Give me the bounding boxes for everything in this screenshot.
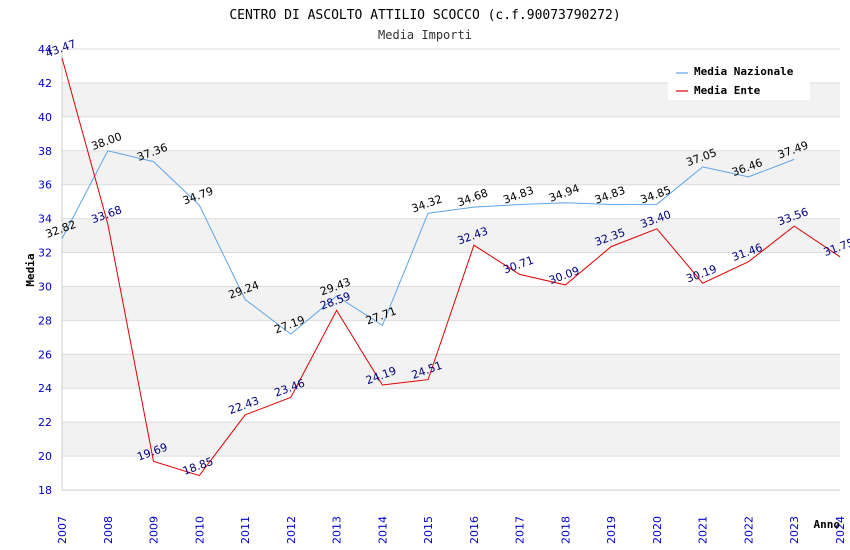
x-tick-label: 2023: [788, 516, 801, 544]
x-axis-ticks: 2007 2008 2009 2010 2011 2012 2013 2014 2015 2016…: [56, 516, 847, 544]
data-label: 30.09: [547, 264, 581, 287]
grid-bands: [62, 82, 840, 457]
x-tick-label: 2018: [559, 516, 572, 544]
series-line-0: [61, 150, 795, 335]
data-label: 34.83: [501, 184, 535, 207]
y-tick-label: 18: [38, 484, 52, 497]
x-tick-label: 2010: [193, 516, 206, 544]
data-label: 22.43: [227, 394, 261, 417]
x-tick-label: 2021: [697, 516, 710, 544]
grid-band: [62, 354, 840, 389]
y-tick-label: 24: [38, 382, 52, 395]
grid-band: [62, 218, 840, 253]
data-label: 38.00: [90, 130, 124, 153]
grid-band: [62, 150, 840, 185]
legend-label-media-nazionale: Media Nazionale: [694, 65, 794, 78]
y-tick-label: 32: [38, 247, 52, 260]
data-label: 34.85: [639, 183, 673, 206]
data-label: 34.94: [547, 182, 581, 205]
data-label: 34.68: [456, 186, 490, 209]
legend: Media Nazionale Media Ente: [668, 58, 810, 100]
x-tick-label: 2011: [239, 516, 252, 544]
chart-title: CENTRO DI ASCOLTO ATTILIO SCOCCO (c.f.90…: [229, 8, 620, 23]
grid-band: [62, 422, 840, 457]
y-tick-label: 26: [38, 348, 52, 361]
x-tick-label: 2020: [651, 516, 664, 544]
x-tick-label: 2008: [102, 516, 115, 544]
series-lines: [61, 57, 841, 477]
x-tick-label: 2017: [514, 516, 527, 544]
y-tick-label: 30: [38, 280, 52, 293]
y-tick-label: 20: [38, 450, 52, 463]
y-tick-label: 36: [38, 179, 52, 192]
data-label: 43.47: [44, 37, 78, 60]
x-tick-label: 2016: [468, 516, 481, 544]
y-tick-label: 44: [38, 43, 52, 56]
legend-label-media-ente: Media Ente: [694, 84, 761, 97]
x-axis-title: Anno: [814, 518, 841, 531]
x-tick-label: 2015: [422, 516, 435, 544]
y-axis-ticks: 18 20 22 24 26 28 30 32 34 36 38 40 42 44: [38, 43, 52, 497]
series-line-1: [61, 57, 841, 477]
grid-band: [62, 286, 840, 321]
x-tick-label: 2013: [331, 516, 344, 544]
legend-box: [668, 58, 810, 100]
y-tick-label: 34: [38, 213, 52, 226]
x-tick-label: 2014: [376, 516, 389, 544]
x-tick-label: 2024: [834, 516, 847, 544]
y-tick-label: 22: [38, 416, 52, 429]
data-label: 34.83: [593, 184, 627, 207]
x-tick-label: 2019: [605, 516, 618, 544]
y-tick-label: 42: [38, 77, 52, 90]
y-axis-title: Media: [24, 253, 37, 286]
x-tick-label: 2012: [285, 516, 298, 544]
x-tick-label: 2022: [742, 516, 755, 544]
y-tick-label: 40: [38, 111, 52, 124]
x-tick-label: 2007: [56, 516, 69, 544]
y-tick-label: 38: [38, 145, 52, 158]
grid-lines: [62, 48, 840, 491]
data-label: 18.85: [181, 455, 215, 478]
x-tick-label: 2009: [148, 516, 161, 544]
y-tick-label: 28: [38, 314, 52, 327]
chart-subtitle: Media Importi: [378, 28, 472, 42]
